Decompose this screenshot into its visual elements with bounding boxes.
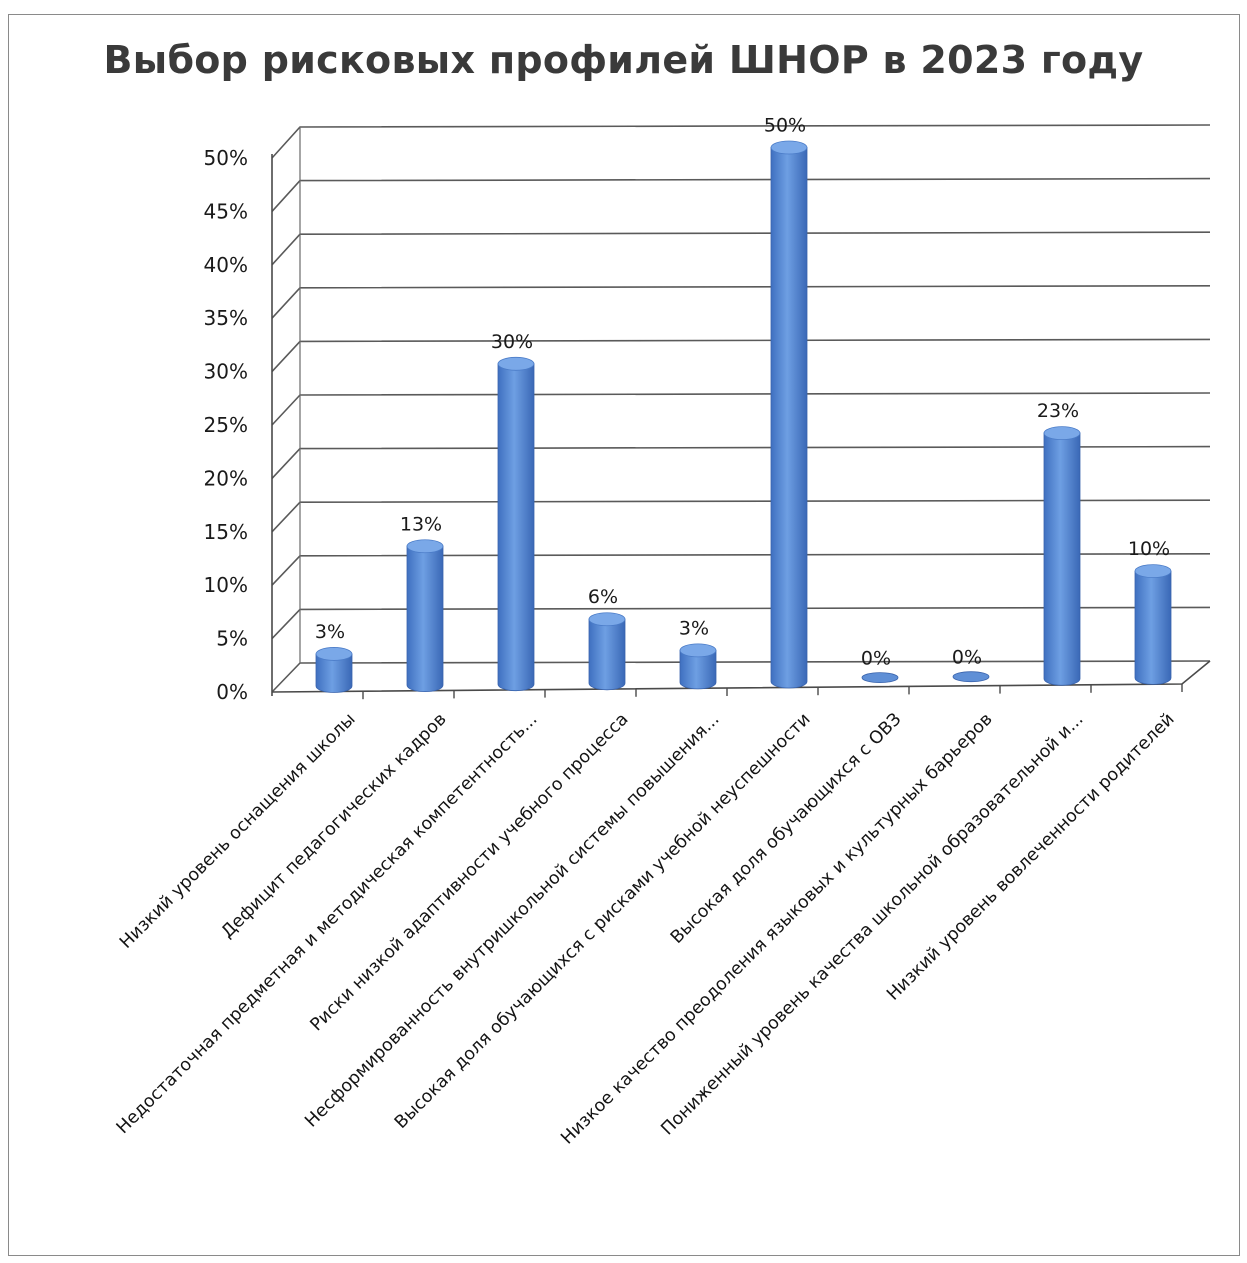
bar: [588, 612, 626, 691]
y-tick-label: 40%: [204, 253, 248, 277]
y-tick-label: 50%: [204, 146, 248, 170]
y-tick-label: 35%: [204, 306, 248, 330]
y-tick-label: 45%: [204, 199, 248, 223]
y-tick-label: 0%: [216, 680, 248, 704]
bar: [770, 140, 808, 689]
data-label: 0%: [861, 648, 891, 670]
bar: [861, 672, 899, 683]
data-label: 10%: [1128, 538, 1170, 560]
data-label: 13%: [400, 513, 442, 535]
data-label: 0%: [952, 647, 982, 669]
bar: [1134, 564, 1172, 685]
x-category-label: Высокая доля обучающихся с рисками учебн…: [391, 709, 815, 1133]
y-tick-label: 15%: [204, 520, 248, 544]
gridline: [271, 124, 1211, 159]
bar: [679, 643, 717, 690]
gridline: [271, 338, 1211, 373]
x-category-label: Недостаточная предметная и методическая …: [113, 709, 542, 1138]
x-category-label: Несформированность внутришкольной систем…: [301, 709, 723, 1131]
gridline: [271, 231, 1211, 266]
gridline: [271, 285, 1211, 319]
x-category-label: Низкое качество преодоления языковых и к…: [557, 709, 996, 1148]
bar: [952, 671, 990, 683]
bar: [406, 539, 444, 692]
data-label: 3%: [679, 617, 709, 639]
x-category-label: Пониженный уровень качества школьной обр…: [658, 709, 1088, 1139]
data-label: 6%: [588, 586, 618, 608]
chart-title: Выбор рисковых профилей ШНОР в 2023 году: [103, 38, 1144, 82]
data-label: 50%: [764, 115, 806, 137]
y-tick-label: 10%: [204, 573, 248, 597]
y-tick-label: 5%: [216, 627, 248, 651]
gridline: [271, 177, 1211, 212]
data-label: 3%: [315, 621, 345, 643]
y-tick-label: 20%: [204, 466, 248, 490]
bar: [1043, 426, 1081, 686]
data-label: 23%: [1037, 400, 1079, 422]
data-label: 30%: [491, 331, 533, 353]
y-tick-label: 25%: [204, 413, 248, 437]
bar: [315, 647, 353, 693]
x-category-label: Риски низкой адаптивности учебного проце…: [307, 709, 633, 1035]
bar: [497, 356, 535, 692]
y-tick-label: 30%: [204, 360, 248, 384]
